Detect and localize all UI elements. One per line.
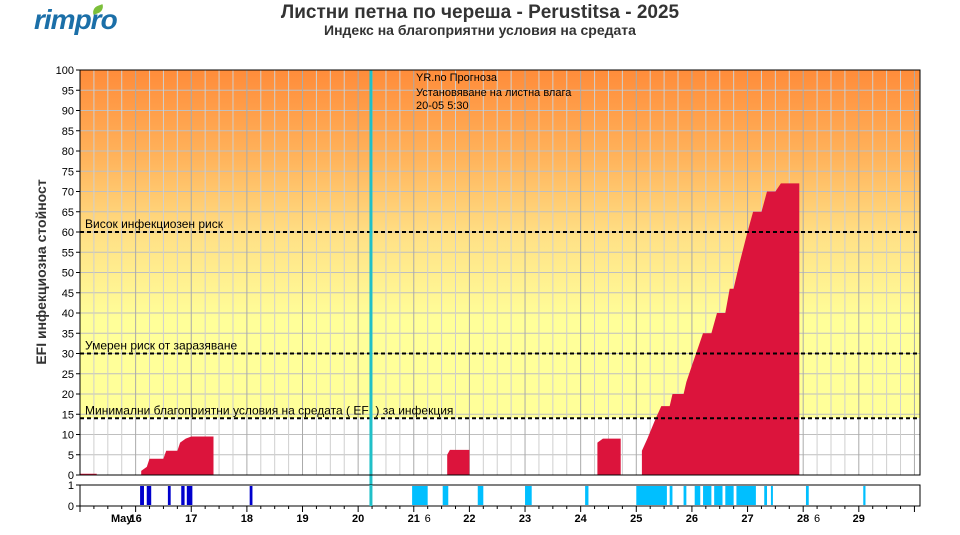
chart-subtitle: Индекс на благоприятни условия на средат… [324,22,636,38]
threshold-layer: Висок инфекциозен риск Умерен риск от зар… [80,217,920,420]
x-tick-label: 20 [352,513,364,525]
wetness-bar-observed [249,486,253,505]
y-tick-label: 60 [62,227,74,239]
threshold-label: Висок инфекциозен риск [85,217,224,231]
wetness-bar-forecast [477,486,484,505]
x-tick-label: 29 [853,513,865,525]
wetness-tick-label: 0 [68,501,74,513]
wetness-bar-observed [146,486,152,505]
x-tick-label: 23 [519,513,531,525]
y-tick-label: 30 [62,349,74,361]
x-tick-label: 21 [408,513,420,525]
y-tick-label: 45 [62,288,74,300]
efi-area [80,183,920,475]
rimpro-logo: rimpro [34,4,118,36]
y-tick-label: 80 [62,146,74,158]
efi-area-layer [80,183,920,475]
x-tick-label: May [111,513,133,525]
x-tick-label: 28 [797,513,809,525]
x-tick-label: 17 [185,513,197,525]
y-tick-label: 25 [62,369,74,381]
threshold-label: Умерен риск от заразяване [85,339,237,353]
y-tick-label: 20 [62,389,74,401]
x-tick-label: 27 [741,513,753,525]
x-tick-label: 22 [463,513,475,525]
wetness-bar-forecast [683,486,687,505]
y-tick-label: 100 [56,65,74,77]
x-tick-label: 6 [814,513,820,525]
y-tick-label: 95 [62,85,74,97]
y-axis-ticks: 0 5 10 15 20 25 30 35 40 45 50 55 60 65 70 75 80 85 90 95 10… [56,65,80,482]
x-tick-label: 26 [686,513,698,525]
wetness-bar-forecast [714,486,723,505]
wetness-bar-forecast [725,486,734,505]
wetness-bar-forecast [736,486,756,505]
wetness-bar-forecast [805,486,809,505]
wetness-bar-forecast [442,486,449,505]
y-tick-label: 65 [62,207,74,219]
wetness-bar-forecast [412,486,428,505]
forecast-label-3: 20-05 5:30 [416,100,469,112]
wetness-layer [140,485,866,506]
y-tick-label: 10 [62,430,74,442]
wetness-bar-observed [140,486,144,505]
y-tick-label: 55 [62,247,74,259]
threshold-label: Минимални благоприятни условия на средат… [85,403,453,417]
y-tick-label: 85 [62,126,74,138]
y-tick-label: 75 [62,166,74,178]
y-tick-label: 90 [62,106,74,118]
wetness-tick-label: 1 [68,480,74,492]
wetness-bar-observed [181,486,185,505]
wetness-bar-forecast [694,486,701,505]
x-tick-label: 24 [575,513,588,525]
chart-title: Листни петна по череша - Perustitsa - 20… [280,2,680,23]
x-tick-label: 16 [130,513,142,525]
wetness-bar-forecast [764,486,768,505]
y-tick-label: 70 [62,187,74,199]
wetness-bar-forecast [525,486,532,505]
y-tick-label: 15 [62,409,74,421]
wetness-bar-forecast [585,486,589,505]
y-tick-label: 50 [62,268,74,280]
x-tick-label: 25 [630,513,642,525]
y-tick-label: 0 [68,470,74,482]
wetness-bar-forecast [669,486,673,505]
y-tick-label: 35 [62,328,74,340]
wetness-background [79,484,921,507]
logo-text: rimpro [34,4,118,35]
forecast-label-1: YR.no Прогноза [416,72,498,84]
wetness-bar-observed [186,486,193,505]
wetness-bar-forecast [863,486,866,505]
y-tick-label: 40 [62,308,74,320]
x-tick-label: 19 [296,513,308,525]
wetness-axis-ticks: 01 [68,480,80,513]
x-tick-label: 6 [425,513,431,525]
x-tick-label: 18 [241,513,253,525]
wetness-bar-observed [167,486,171,505]
y-axis-label: EFI инфекциозна стойност [33,179,49,364]
wetness-bar-forecast [770,486,773,505]
wetness-bar-forecast [636,486,667,505]
wetness-bar-forecast [703,486,712,505]
forecast-label-2: Установяване на листна влага [416,87,572,99]
y-tick-label: 5 [68,450,74,462]
